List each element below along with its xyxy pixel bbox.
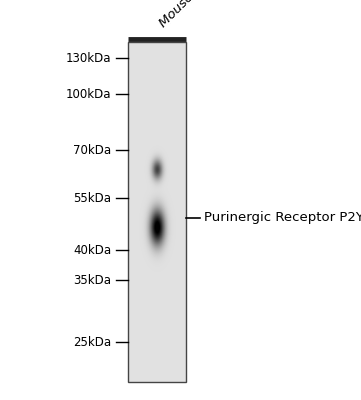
Bar bbox=[128, 42, 186, 382]
Text: 70kDa: 70kDa bbox=[73, 144, 111, 156]
Text: Purinergic Receptor P2Y6: Purinergic Receptor P2Y6 bbox=[204, 212, 361, 224]
Text: 40kDa: 40kDa bbox=[73, 244, 111, 256]
Text: 130kDa: 130kDa bbox=[66, 52, 111, 64]
Bar bbox=[128, 42, 186, 382]
Text: Mouse lung: Mouse lung bbox=[157, 0, 220, 30]
Text: 35kDa: 35kDa bbox=[73, 274, 111, 286]
Text: 100kDa: 100kDa bbox=[66, 88, 111, 100]
Text: 25kDa: 25kDa bbox=[73, 336, 111, 348]
Text: 55kDa: 55kDa bbox=[73, 192, 111, 204]
